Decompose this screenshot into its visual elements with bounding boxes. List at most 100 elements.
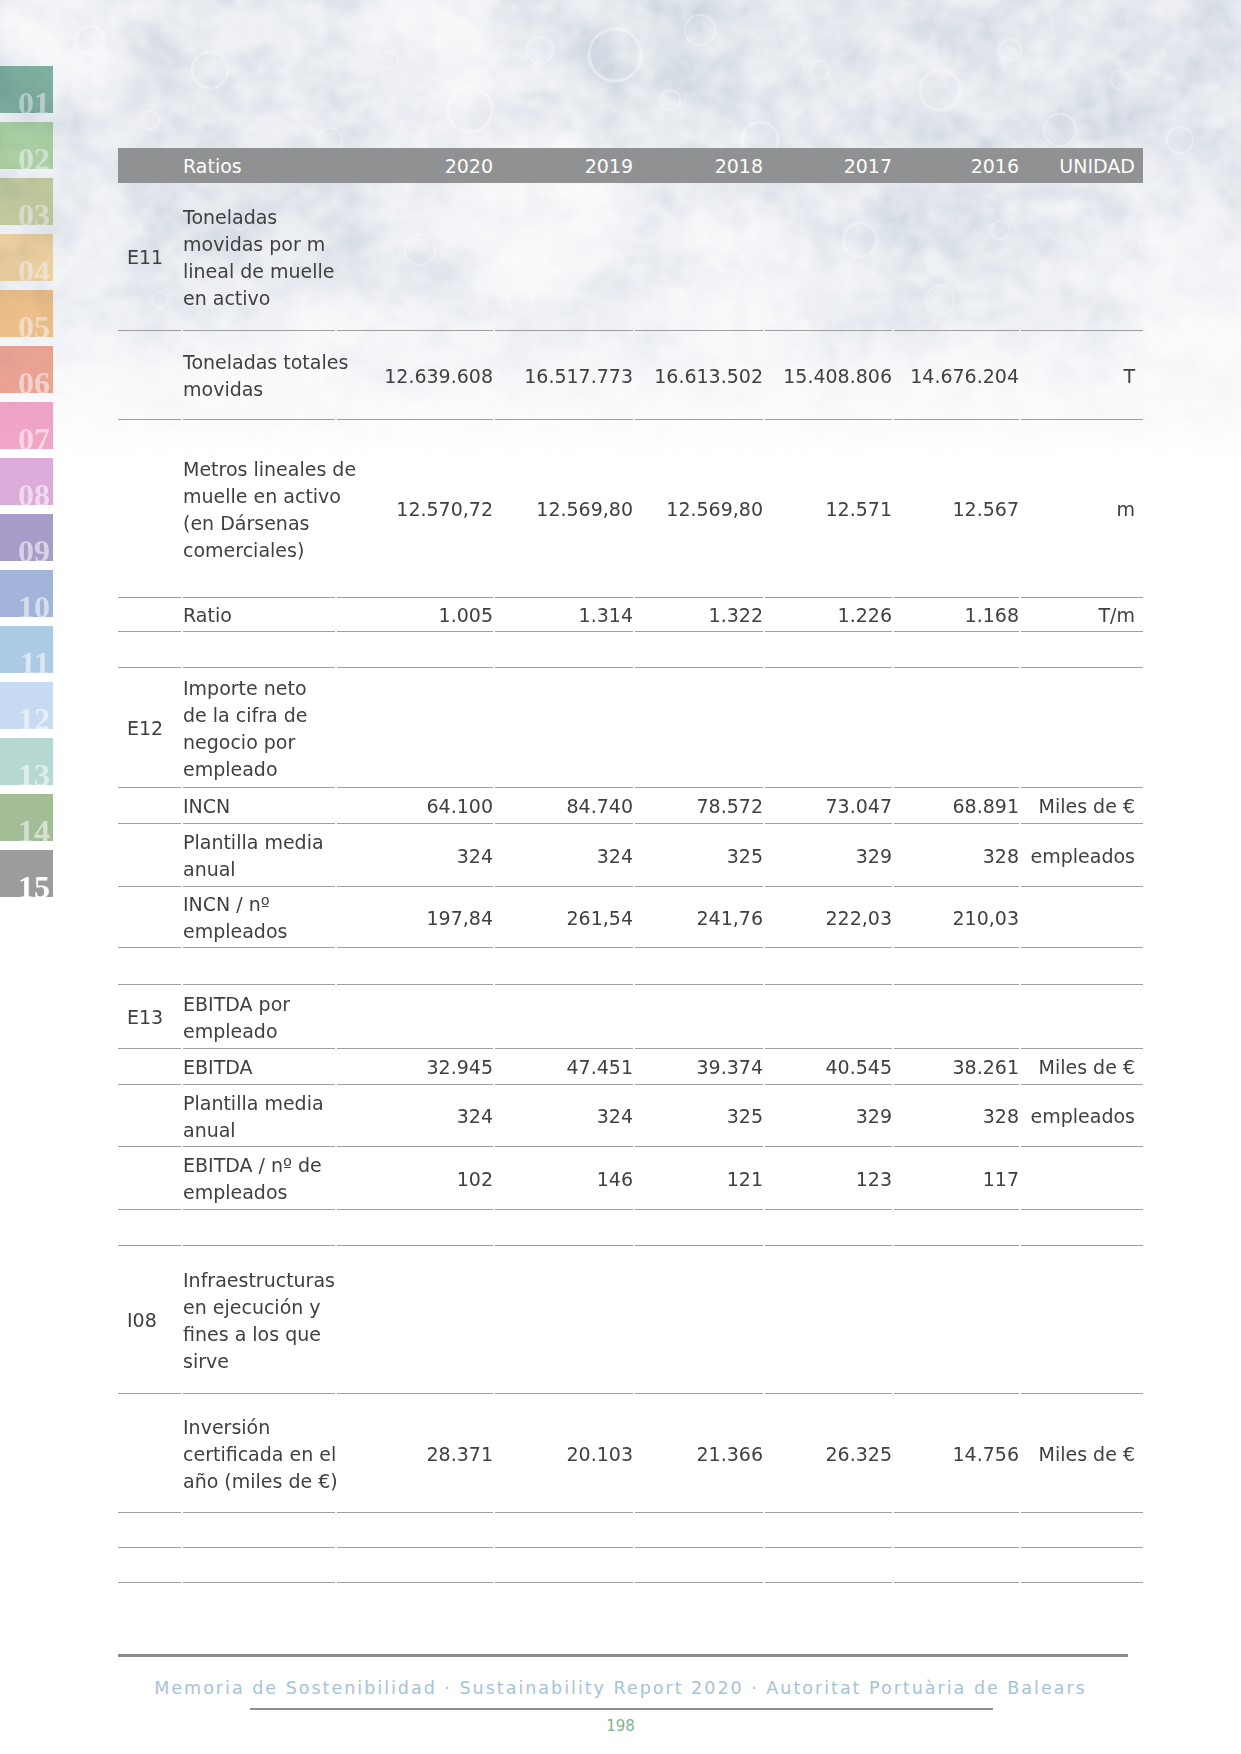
table-row: EBITDA32.94547.45139.37440.54538.261Mile… [118,1049,1143,1085]
row-value [765,1210,892,1246]
sidebar-tab-04[interactable]: 04 [0,234,53,281]
sidebar-tab-08[interactable]: 08 [0,458,53,505]
row-label [183,1513,335,1548]
row-label: INCN [183,788,335,824]
sidebar-tab-label: 10 [18,591,50,623]
table-row: E12Importe netode la cifra denegocio por… [118,668,1143,788]
row-value [894,1246,1019,1394]
table-row: Ratio1.0051.3141.3221.2261.168T/m [118,598,1143,632]
row-code [118,420,181,598]
row-value: 20.103 [495,1394,633,1513]
sidebar-tab-09[interactable]: 09 [0,514,53,561]
row-value [495,948,633,985]
table-spacer-row [118,1548,1143,1583]
row-value: 40.545 [765,1049,892,1085]
row-value: 28.371 [337,1394,493,1513]
row-label: EBITDA porempleado [183,985,335,1049]
sidebar-tab-12[interactable]: 12 [0,682,53,729]
header-year-2020: 2020 [337,155,493,177]
page-number: 198 [0,1717,1241,1735]
row-value: 117 [894,1147,1019,1210]
row-code [118,1394,181,1513]
table-row: Toneladas totalesmovidas12.639.60816.517… [118,331,1143,420]
header-ratios: Ratios [183,155,335,177]
row-value [495,985,633,1049]
row-unit [1021,1147,1143,1210]
sidebar-tab-11[interactable]: 11 [0,626,53,673]
row-value: 241,76 [635,887,763,948]
row-unit [1021,985,1143,1049]
sidebar-tab-01[interactable]: 01 [0,66,53,113]
sidebar-tab-10[interactable]: 10 [0,570,53,617]
row-value [635,1548,763,1583]
row-value: 38.261 [894,1049,1019,1085]
row-value [337,668,493,788]
row-value [765,1513,892,1548]
table-row: EBITDA / nº deempleados102146121123117 [118,1147,1143,1210]
sidebar-tab-07[interactable]: 07 [0,402,53,449]
sidebar-tab-03[interactable]: 03 [0,178,53,225]
sidebar-tab-label: 06 [18,367,50,399]
row-unit: m [1021,420,1143,598]
row-value: 12.567 [894,420,1019,598]
table-row: INCN64.10084.74078.57273.04768.891Miles … [118,788,1143,824]
row-value: 210,03 [894,887,1019,948]
row-value [765,985,892,1049]
row-value [894,632,1019,668]
row-unit: empleados [1021,1085,1143,1147]
row-value: 123 [765,1147,892,1210]
row-value [635,668,763,788]
row-label [183,632,335,668]
row-value [894,183,1019,331]
sidebar-tab-label: 03 [18,199,50,231]
table-row: E13EBITDA porempleado [118,985,1143,1049]
footer-rule [118,1654,1128,1657]
sidebar-tab-13[interactable]: 13 [0,738,53,785]
row-value: 1.168 [894,598,1019,632]
sidebar-tab-06[interactable]: 06 [0,346,53,393]
row-value: 84.740 [495,788,633,824]
row-value [495,1513,633,1548]
row-value: 325 [635,1085,763,1147]
row-value [495,632,633,668]
row-unit [1021,183,1143,331]
sidebar-tab-15[interactable]: 15 [0,850,53,897]
sidebar-tab-05[interactable]: 05 [0,290,53,337]
table-row: E11Toneladasmovidas por mlineal de muell… [118,183,1143,331]
row-value [495,1246,633,1394]
table-row: Plantilla mediaanual324324325329328emple… [118,1085,1143,1147]
row-code: I08 [118,1246,181,1394]
sidebar-tab-14[interactable]: 14 [0,794,53,841]
row-value: 324 [495,824,633,887]
row-unit [1021,1513,1143,1548]
sidebar-tab-02[interactable]: 02 [0,122,53,169]
row-value [765,948,892,985]
row-unit: empleados [1021,824,1143,887]
row-label: Toneladas totalesmovidas [183,331,335,420]
row-value: 47.451 [495,1049,633,1085]
row-value [635,632,763,668]
row-value [337,1513,493,1548]
row-label [183,1548,335,1583]
row-value [337,948,493,985]
row-value: 26.325 [765,1394,892,1513]
row-value [337,985,493,1049]
row-value [635,985,763,1049]
sidebar-tab-label: 11 [20,647,50,679]
row-value: 12.571 [765,420,892,598]
row-value: 324 [337,824,493,887]
table-row: Inversióncertificada en elaño (miles de … [118,1394,1143,1513]
row-code [118,788,181,824]
row-code [118,887,181,948]
row-value [495,1210,633,1246]
header-year-2018: 2018 [635,155,763,177]
row-code: E12 [118,668,181,788]
row-unit: Miles de € [1021,788,1143,824]
header-year-2016: 2016 [894,155,1019,177]
row-value: 14.676.204 [894,331,1019,420]
sidebar-tab-label: 04 [18,255,50,287]
row-value [337,632,493,668]
table-row: I08Infraestructurasen ejecución yfines a… [118,1246,1143,1394]
row-value: 15.408.806 [765,331,892,420]
row-value [635,1210,763,1246]
